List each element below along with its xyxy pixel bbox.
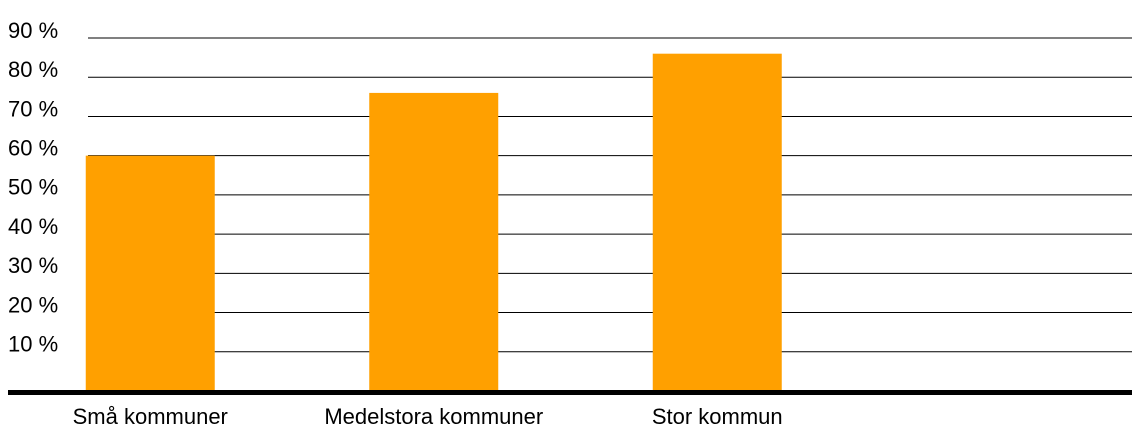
y-tick-label: 50 % — [8, 175, 58, 200]
x-tick-label: Medelstora kommuner — [324, 404, 543, 429]
bar — [85, 155, 215, 391]
y-tick-label: 70 % — [8, 96, 58, 121]
bar — [652, 53, 782, 391]
y-tick-label: 80 % — [8, 57, 58, 82]
x-tick-label: Stor kommun — [652, 404, 783, 429]
y-tick-label: 20 % — [8, 292, 58, 317]
bar — [369, 92, 499, 392]
y-tick-label: 60 % — [8, 135, 58, 160]
y-tick-label: 30 % — [8, 253, 58, 278]
y-tick-label: 90 % — [8, 18, 58, 43]
y-tick-label: 10 % — [8, 332, 58, 357]
y-tick-label: 40 % — [8, 214, 58, 239]
x-tick-label: Små kommuner — [73, 404, 228, 429]
